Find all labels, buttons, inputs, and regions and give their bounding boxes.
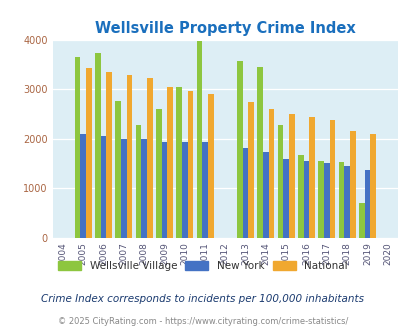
Text: Crime Index corresponds to incidents per 100,000 inhabitants: Crime Index corresponds to incidents per… xyxy=(41,294,364,304)
Bar xyxy=(147,78,152,238)
Bar xyxy=(141,139,147,238)
Bar xyxy=(277,125,283,238)
Text: © 2025 CityRating.com - https://www.cityrating.com/crime-statistics/: © 2025 CityRating.com - https://www.city… xyxy=(58,317,347,326)
Bar xyxy=(369,134,375,238)
Bar xyxy=(343,166,349,238)
Bar xyxy=(75,57,80,238)
Bar xyxy=(207,94,213,238)
Title: Wellsville Property Crime Index: Wellsville Property Crime Index xyxy=(95,21,355,36)
Bar xyxy=(283,159,288,238)
Bar xyxy=(318,161,323,238)
Bar xyxy=(156,109,161,238)
Bar xyxy=(364,170,369,238)
Bar xyxy=(176,86,181,238)
Bar xyxy=(86,68,92,238)
Bar xyxy=(237,61,242,238)
Bar xyxy=(303,161,309,238)
Bar xyxy=(106,72,112,238)
Bar xyxy=(95,53,100,238)
Bar xyxy=(268,110,274,238)
Bar xyxy=(262,152,268,238)
Bar xyxy=(196,41,202,238)
Bar xyxy=(135,125,141,238)
Bar xyxy=(167,86,173,238)
Bar xyxy=(100,136,106,238)
Bar xyxy=(329,120,335,238)
Bar xyxy=(358,203,364,238)
Bar xyxy=(338,162,343,238)
Bar xyxy=(297,155,303,238)
Bar xyxy=(202,142,207,238)
Bar xyxy=(323,163,329,238)
Bar xyxy=(121,139,126,238)
Bar xyxy=(187,91,193,238)
Bar xyxy=(248,102,254,238)
Bar xyxy=(349,131,355,238)
Bar xyxy=(181,142,187,238)
Bar xyxy=(257,67,262,238)
Bar xyxy=(80,134,86,238)
Bar xyxy=(288,115,294,238)
Bar xyxy=(161,142,167,238)
Bar xyxy=(242,148,248,238)
Bar xyxy=(309,117,314,238)
Bar xyxy=(126,75,132,238)
Bar xyxy=(115,102,121,238)
Legend: Wellsville Village, New York, National: Wellsville Village, New York, National xyxy=(55,258,350,274)
